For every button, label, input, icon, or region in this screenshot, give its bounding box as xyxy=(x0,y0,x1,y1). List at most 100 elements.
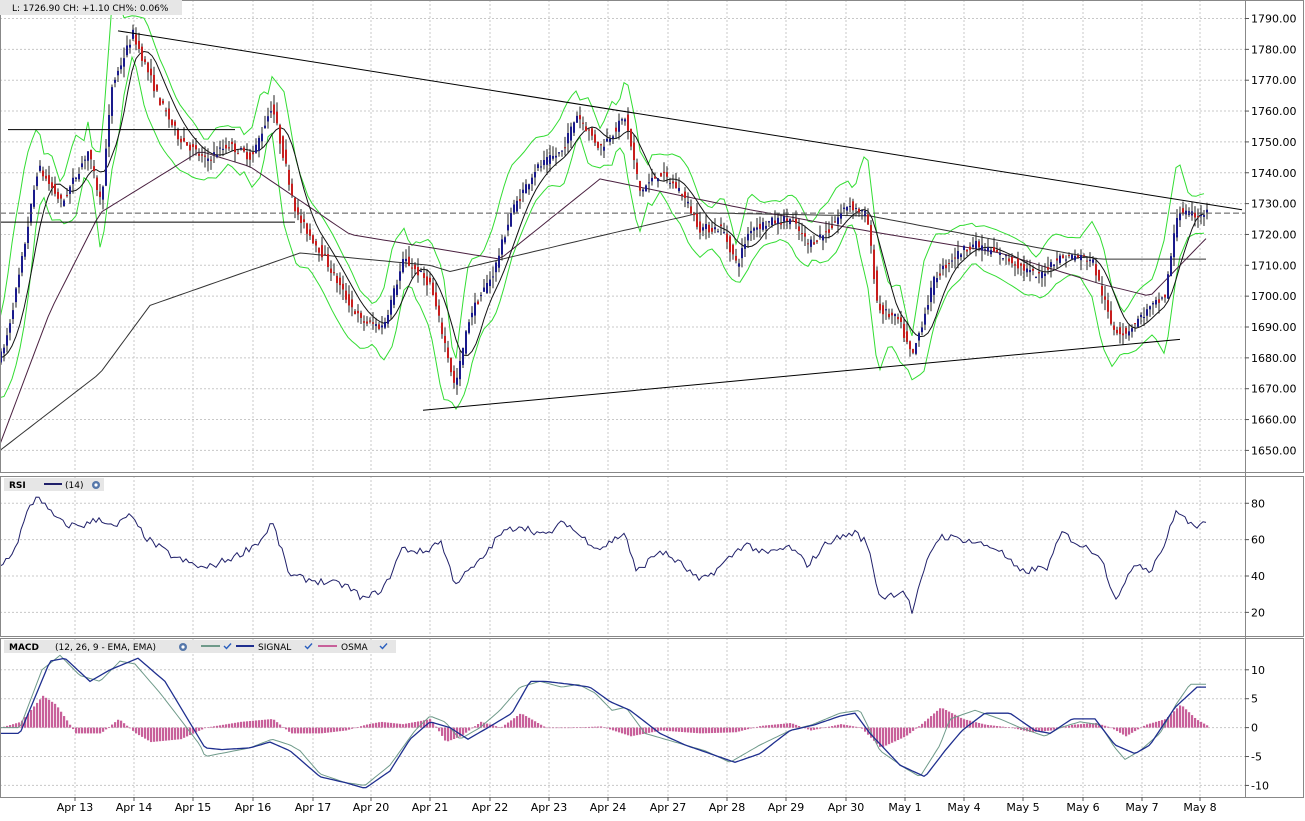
osma-bar xyxy=(957,716,960,728)
candle-body xyxy=(957,250,959,259)
candle-body xyxy=(462,348,464,365)
candle-body xyxy=(708,224,710,233)
osma-bar xyxy=(435,726,438,728)
candle-body xyxy=(33,189,35,207)
osma-bar xyxy=(669,727,672,732)
candle-body xyxy=(840,212,842,219)
candle-body xyxy=(879,303,881,311)
candle-body xyxy=(630,128,632,147)
candle-body xyxy=(504,237,506,243)
osma-bar xyxy=(942,708,945,728)
candle-body xyxy=(1170,256,1172,277)
candle-body xyxy=(549,155,551,164)
osma-bar xyxy=(1182,706,1185,728)
osma-bar xyxy=(153,727,156,742)
candle-body xyxy=(693,212,695,216)
x-tick-label: May 8 xyxy=(1183,801,1216,814)
candle-body xyxy=(240,147,242,149)
osma-bar xyxy=(342,727,345,731)
candle-body xyxy=(1197,216,1199,218)
osma-bar xyxy=(753,727,756,729)
candle-body xyxy=(525,184,527,194)
osma-bar xyxy=(594,726,597,728)
osma-bar xyxy=(993,725,996,728)
candle-body xyxy=(468,322,470,333)
osma-bar xyxy=(744,727,747,730)
osma-bar xyxy=(774,724,777,728)
checkmark-icon[interactable] xyxy=(379,643,388,650)
osma-bar xyxy=(174,727,177,740)
candle-body xyxy=(753,228,755,231)
osma-bar xyxy=(48,699,51,728)
candle-body xyxy=(849,205,851,207)
candle-body xyxy=(312,235,314,244)
x-tick-label: Apr 15 xyxy=(175,801,212,814)
candle-body xyxy=(1149,306,1151,310)
signal-legend-label: SIGNAL xyxy=(258,643,291,653)
osma-bar xyxy=(75,727,78,734)
candle-body xyxy=(120,65,122,70)
osma-bar xyxy=(1149,723,1152,728)
candle-body xyxy=(459,360,461,380)
y-tick-label: 1700.00 xyxy=(1251,290,1297,303)
osma-bar xyxy=(87,727,90,734)
osma-bar xyxy=(531,719,534,728)
candle-body xyxy=(972,244,974,248)
candle-body xyxy=(933,276,935,295)
rsi-line xyxy=(0,496,1207,614)
osma-bar xyxy=(888,727,891,745)
osma-bar xyxy=(717,727,720,733)
y-tick-label: 1770.00 xyxy=(1251,74,1297,87)
osma-bar xyxy=(273,719,276,728)
candle-body xyxy=(756,227,758,230)
osma-bar xyxy=(705,727,708,734)
candle-body xyxy=(609,138,611,142)
osma-bar xyxy=(12,724,15,728)
candle-body xyxy=(885,309,887,311)
candle-body xyxy=(717,231,719,233)
candle-body xyxy=(516,200,518,212)
candle-body xyxy=(117,70,119,76)
candle-body xyxy=(399,271,401,281)
candle-body xyxy=(126,45,128,56)
y-tick-label: 80 xyxy=(1251,497,1265,510)
settings-icon[interactable] xyxy=(92,481,100,489)
candle-body xyxy=(807,243,809,245)
candle-body xyxy=(930,287,932,303)
macd-legend-name: MACD xyxy=(9,643,39,653)
osma-bar xyxy=(666,727,669,731)
candle-body xyxy=(210,159,212,161)
osma-bar xyxy=(18,722,21,728)
candle-body xyxy=(618,120,620,132)
candle-body xyxy=(438,305,440,316)
candle-body xyxy=(63,200,65,206)
candle-body xyxy=(1005,255,1007,257)
candle-body xyxy=(168,108,170,120)
candle-body xyxy=(1119,327,1121,335)
osma-bar xyxy=(186,727,189,737)
settings-icon[interactable] xyxy=(179,643,187,651)
candle-body xyxy=(243,147,245,152)
candle-body xyxy=(489,279,491,287)
candle-body xyxy=(1146,309,1148,316)
candle-body xyxy=(975,240,977,249)
x-tick-label: Apr 14 xyxy=(116,801,153,814)
candle-body xyxy=(828,229,830,233)
osma-bar xyxy=(795,724,798,728)
candle-body xyxy=(174,121,176,126)
checkmark-icon[interactable] xyxy=(304,643,313,650)
candle-body xyxy=(237,153,239,155)
osma-bar xyxy=(738,727,741,732)
candle-body xyxy=(1002,258,1004,260)
checkmark-icon[interactable] xyxy=(223,643,232,650)
osma-bar xyxy=(762,725,765,728)
osma-bar xyxy=(318,727,321,734)
osma-bar xyxy=(696,727,699,734)
osma-bar xyxy=(222,724,225,728)
osma-bar xyxy=(1206,725,1209,728)
osma-bar xyxy=(1020,727,1023,730)
osma-bar xyxy=(417,721,420,728)
osma-bar xyxy=(1086,723,1089,728)
x-tick-label: May 4 xyxy=(947,801,980,814)
candle-body xyxy=(579,115,581,120)
